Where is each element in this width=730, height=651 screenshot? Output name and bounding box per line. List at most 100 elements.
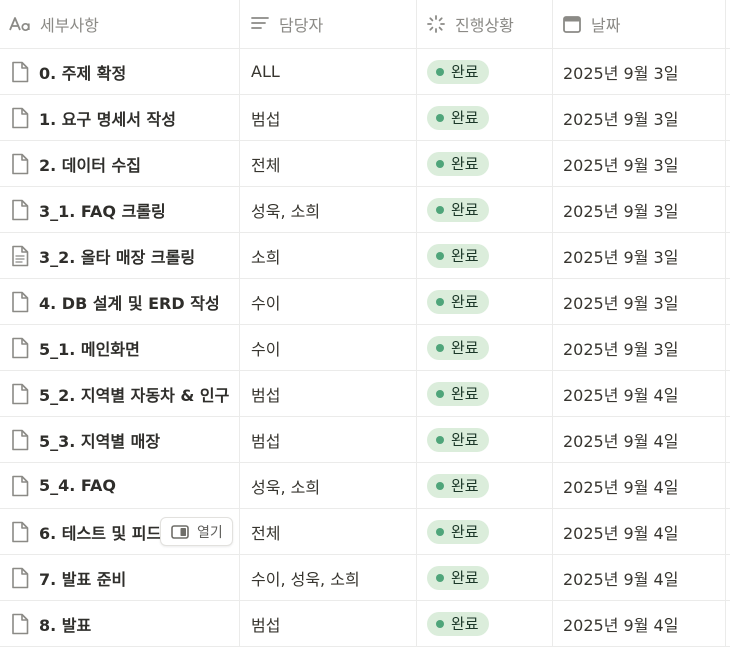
open-button[interactable]: 열기 xyxy=(160,517,233,546)
table-row[interactable]: 5_4. FAQ 성욱, 소희 완료 2025년 9월 4일 xyxy=(0,463,730,509)
assignee-cell[interactable]: 범섭 xyxy=(240,417,417,462)
status-label: 완료 xyxy=(451,109,479,127)
status-cell[interactable]: 완료 xyxy=(417,233,553,278)
table-row[interactable]: 4. DB 설계 및 ERD 작성 수이 완료 2025년 9월 3일 xyxy=(0,279,730,325)
title-cell[interactable]: 5_4. FAQ xyxy=(0,463,240,508)
table-row[interactable]: 6. 테스트 및 피드 열기 전체 완료 2025년 9월 4일 xyxy=(0,509,730,555)
row-assignee: 전체 xyxy=(251,155,281,175)
status-cell[interactable]: 완료 xyxy=(417,325,553,370)
status-cell[interactable]: 완료 xyxy=(417,555,553,600)
table-row[interactable]: 3_2. 올타 매장 크롤링 소희 완료 2025년 9월 3일 xyxy=(0,233,730,279)
assignee-cell[interactable]: 수이 xyxy=(240,325,417,370)
status-badge: 완료 xyxy=(427,381,489,406)
column-header-status[interactable]: 진행상황 xyxy=(417,0,553,48)
title-cell[interactable]: 7. 발표 준비 xyxy=(0,555,240,600)
status-cell[interactable]: 완료 xyxy=(417,95,553,140)
extra-cell xyxy=(726,601,730,646)
date-cell[interactable]: 2025년 9월 4일 xyxy=(553,417,726,462)
table-row[interactable]: 2. 데이터 수집 전체 완료 2025년 9월 3일 xyxy=(0,141,730,187)
column-header-date[interactable]: 날짜 xyxy=(553,0,726,48)
status-label: 완료 xyxy=(451,431,479,449)
title-cell[interactable]: 5_2. 지역별 자동차 & 인구 xyxy=(0,371,240,416)
text-aa-icon xyxy=(9,16,31,32)
date-cell[interactable]: 2025년 9월 3일 xyxy=(553,233,726,278)
date-cell[interactable]: 2025년 9월 4일 xyxy=(553,371,726,416)
row-date: 2025년 9월 4일 xyxy=(563,569,679,589)
title-cell[interactable]: 5_1. 메인화면 xyxy=(0,325,240,370)
status-cell[interactable]: 완료 xyxy=(417,187,553,232)
date-cell[interactable]: 2025년 9월 4일 xyxy=(553,601,726,646)
assignee-cell[interactable]: 범섭 xyxy=(240,371,417,416)
extra-cell xyxy=(726,49,730,94)
date-cell[interactable]: 2025년 9월 3일 xyxy=(553,325,726,370)
status-dot xyxy=(436,251,444,260)
title-cell[interactable]: 5_3. 지역별 매장 xyxy=(0,417,240,462)
assignee-cell[interactable]: 전체 xyxy=(240,509,417,554)
table-row[interactable]: 1. 요구 명세서 작성 범섭 완료 2025년 9월 3일 xyxy=(0,95,730,141)
assignee-cell[interactable]: ALL xyxy=(240,49,417,94)
title-cell[interactable]: 4. DB 설계 및 ERD 작성 xyxy=(0,279,240,324)
table-row[interactable]: 5_1. 메인화면 수이 완료 2025년 9월 3일 xyxy=(0,325,730,371)
row-assignee: 성욱, 소희 xyxy=(251,201,321,221)
row-title: 4. DB 설계 및 ERD 작성 xyxy=(39,293,220,313)
row-date: 2025년 9월 4일 xyxy=(563,615,679,635)
title-cell[interactable]: 1. 요구 명세서 작성 xyxy=(0,95,240,140)
table-row[interactable]: 7. 발표 준비 수이, 성욱, 소희 완료 2025년 9월 4일 xyxy=(0,555,730,601)
date-cell[interactable]: 2025년 9월 3일 xyxy=(553,187,726,232)
title-cell[interactable]: 6. 테스트 및 피드 열기 xyxy=(0,509,240,554)
row-date: 2025년 9월 3일 xyxy=(563,63,679,83)
date-cell[interactable]: 2025년 9월 3일 xyxy=(553,49,726,94)
status-cell[interactable]: 완료 xyxy=(417,509,553,554)
assignee-cell[interactable]: 범섭 xyxy=(240,95,417,140)
row-date: 2025년 9월 4일 xyxy=(563,385,679,405)
extra-cell xyxy=(726,141,730,186)
row-date: 2025년 9월 4일 xyxy=(563,477,679,497)
title-cell[interactable]: 2. 데이터 수집 xyxy=(0,141,240,186)
title-cell[interactable]: 3_1. FAQ 크롤링 xyxy=(0,187,240,232)
table-row[interactable]: 0. 주제 확정 ALL 완료 2025년 9월 3일 xyxy=(0,49,730,95)
column-header-label: 담당자 xyxy=(279,16,324,35)
status-cell[interactable]: 완료 xyxy=(417,141,553,186)
page-icon xyxy=(11,291,29,313)
row-date: 2025년 9월 3일 xyxy=(563,155,679,175)
status-cell[interactable]: 완료 xyxy=(417,371,553,416)
date-cell[interactable]: 2025년 9월 3일 xyxy=(553,141,726,186)
column-header-title[interactable]: 세부사항 xyxy=(0,0,240,48)
assignee-cell[interactable]: 범섭 xyxy=(240,601,417,646)
date-cell[interactable]: 2025년 9월 3일 xyxy=(553,279,726,324)
assignee-cell[interactable]: 성욱, 소희 xyxy=(240,187,417,232)
date-cell[interactable]: 2025년 9월 4일 xyxy=(553,463,726,508)
assignee-cell[interactable]: 소희 xyxy=(240,233,417,278)
title-cell[interactable]: 8. 발표 xyxy=(0,601,240,646)
title-cell[interactable]: 3_2. 올타 매장 크롤링 xyxy=(0,233,240,278)
table-row[interactable]: 3_1. FAQ 크롤링 성욱, 소희 완료 2025년 9월 3일 xyxy=(0,187,730,233)
status-dot xyxy=(436,389,444,398)
date-cell[interactable]: 2025년 9월 3일 xyxy=(553,95,726,140)
assignee-cell[interactable]: 전체 xyxy=(240,141,417,186)
status-cell[interactable]: 완료 xyxy=(417,463,553,508)
status-badge: 완료 xyxy=(427,335,489,360)
row-date: 2025년 9월 4일 xyxy=(563,523,679,543)
status-cell[interactable]: 완료 xyxy=(417,49,553,94)
table-row[interactable]: 5_3. 지역별 매장 범섭 완료 2025년 9월 4일 xyxy=(0,417,730,463)
title-cell[interactable]: 0. 주제 확정 xyxy=(0,49,240,94)
extra-cell xyxy=(726,279,730,324)
status-dot xyxy=(436,435,444,444)
row-title: 6. 테스트 및 피드 xyxy=(39,523,162,543)
row-title: 0. 주제 확정 xyxy=(39,63,127,83)
status-cell[interactable]: 완료 xyxy=(417,417,553,462)
assignee-cell[interactable]: 수이, 성욱, 소희 xyxy=(240,555,417,600)
status-badge: 완료 xyxy=(427,197,489,222)
column-header-assignee[interactable]: 담당자 xyxy=(240,0,417,48)
date-cell[interactable]: 2025년 9월 4일 xyxy=(553,555,726,600)
page-icon xyxy=(11,61,29,83)
date-cell[interactable]: 2025년 9월 4일 xyxy=(553,509,726,554)
table-row[interactable]: 8. 발표 범섭 완료 2025년 9월 4일 xyxy=(0,601,730,647)
assignee-cell[interactable]: 성욱, 소희 xyxy=(240,463,417,508)
table-row[interactable]: 5_2. 지역별 자동차 & 인구 범섭 완료 2025년 9월 4일 xyxy=(0,371,730,417)
status-cell[interactable]: 완료 xyxy=(417,601,553,646)
assignee-cell[interactable]: 수이 xyxy=(240,279,417,324)
status-cell[interactable]: 완료 xyxy=(417,279,553,324)
row-title: 8. 발표 xyxy=(39,615,92,635)
